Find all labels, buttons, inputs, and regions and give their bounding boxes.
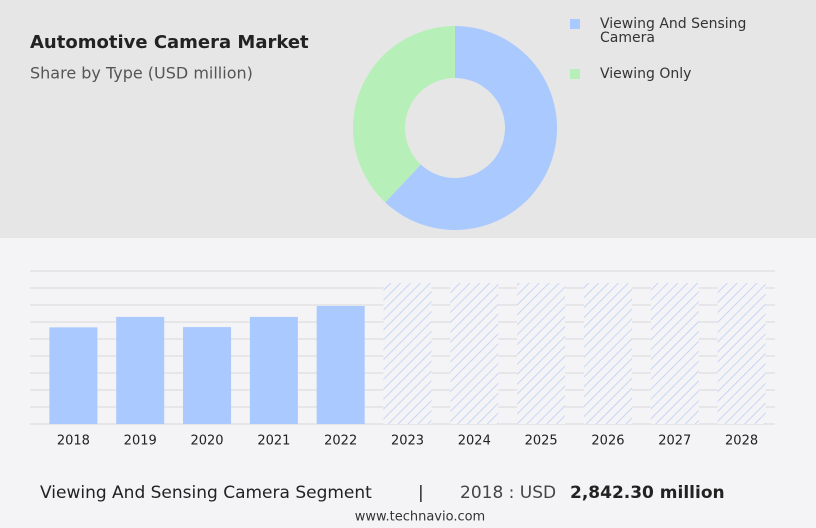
x-tick-label: 2022 <box>324 434 357 449</box>
x-tick-label: 2028 <box>725 434 758 449</box>
footer-separator: | <box>418 483 424 503</box>
donut-slice <box>385 26 558 231</box>
x-tick-label: 2023 <box>391 434 424 449</box>
footer-year: 2018 : USD <box>460 483 556 503</box>
x-tick-label: 2021 <box>257 434 290 449</box>
legend-swatch <box>570 69 580 79</box>
bar <box>49 327 98 424</box>
footer-segment: Viewing And Sensing Camera Segment <box>40 483 372 503</box>
bar <box>183 327 232 424</box>
forecast-placeholder <box>383 283 432 424</box>
source: www.technavio.com <box>355 510 485 525</box>
forecast-placeholder <box>450 283 499 424</box>
bar <box>116 316 165 424</box>
legend-swatch <box>570 19 580 29</box>
chart-subtitle: Share by Type (USD million) <box>30 64 253 83</box>
footer-value: 2,842.30 million <box>570 483 725 503</box>
x-tick-label: 2025 <box>525 434 558 449</box>
x-tick-label: 2024 <box>458 434 491 449</box>
x-tick-label: 2027 <box>658 434 691 449</box>
bar <box>249 316 298 424</box>
donut-slice <box>353 26 455 203</box>
forecast-placeholder <box>717 283 766 424</box>
chart-title: Automotive Camera Market <box>30 32 309 53</box>
x-tick-label: 2026 <box>591 434 624 449</box>
x-tick-label: 2020 <box>190 434 223 449</box>
forecast-placeholder <box>517 283 566 424</box>
legend-label: Viewing And Sensing Camera <box>600 16 747 46</box>
forecast-placeholder <box>583 283 632 424</box>
legend-label: Viewing Only <box>600 66 692 82</box>
x-tick-label: 2019 <box>124 434 157 449</box>
bar <box>316 306 365 424</box>
x-tick-label: 2018 <box>57 434 90 449</box>
forecast-placeholder <box>650 283 699 424</box>
